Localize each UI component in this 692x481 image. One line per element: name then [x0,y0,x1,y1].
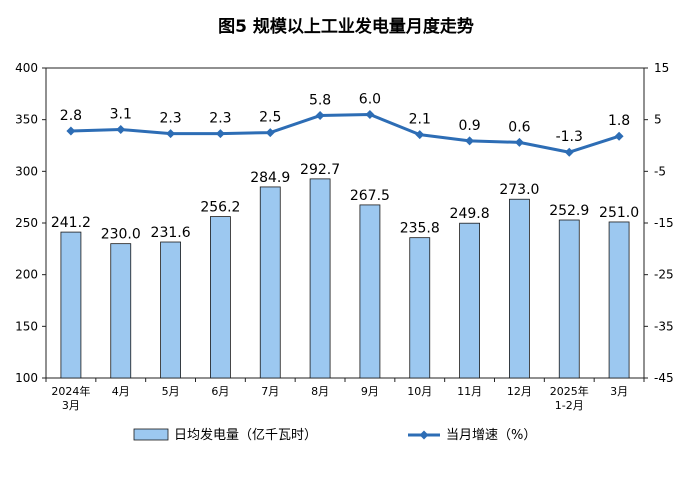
line-value-label: 2.3 [209,111,231,127]
y-right-tick-label: -45 [654,371,674,385]
line-point [564,147,574,157]
bar-value-label: 235.8 [400,221,440,237]
line-value-label: 0.9 [458,118,480,134]
bar [160,241,181,379]
legend: 日均发电量（亿千瓦时） 当月增速（%） [133,427,536,443]
line-point [315,111,325,121]
line-value-label: 2.8 [60,108,82,124]
bar-value-label: 230.0 [101,227,141,243]
line-point [365,110,375,119]
legend-line-label: 当月增速（%） [446,428,536,443]
y-left-tick-label: 400 [15,61,38,75]
x-tick-label: 7月 [261,385,279,398]
chart-title: 图5 规模以上工业发电量月度走势 [218,16,474,37]
bar-value-label: 241.2 [51,215,91,231]
bar-value-label: 256.2 [200,200,240,216]
y-left-tick-label: 300 [15,164,38,178]
y-left-tick-label: 250 [15,216,38,230]
bar-value-label: 284.9 [250,170,290,186]
line-point [415,130,425,140]
y-left-tick-label: 150 [15,319,38,333]
line-series [66,110,624,157]
x-tick-label: 12月 [507,385,532,398]
x-tick-label: 10月 [407,385,432,398]
bar [259,186,281,379]
bar-value-label: 251.0 [599,205,639,221]
legend-bar-swatch [133,428,169,441]
line-point [465,136,475,146]
y-left-tick-label: 200 [15,268,38,282]
y-left-tick-label: 100 [15,371,38,385]
y-right-tick-label: -15 [654,216,674,230]
bar-value-label: 273.0 [499,182,539,198]
legend-line-marker [419,430,429,440]
bar-value-label: 249.8 [450,206,490,222]
bar-value-label: 292.7 [300,162,340,178]
axes: 100 150 200 250 300 350 400 -45 -35 -25 -15 -5 5 15 20… [15,61,674,412]
bar [409,237,431,379]
bar [60,231,82,379]
y-right-tick-label: -35 [654,319,674,333]
x-tick-label: 3月 [62,399,80,412]
x-tick-label: 5月 [162,385,180,398]
legend-bar-label: 日均发电量（亿千瓦时） [174,427,317,443]
x-tick-label: 6月 [211,385,229,398]
line-value-label: 0.6 [508,119,530,135]
line-value-label: 3.1 [110,106,132,122]
x-tick-label: 1-2月 [555,399,584,412]
y-right-tick-label: 5 [654,113,662,127]
y-right-tick-label: 15 [654,61,669,75]
y-left-tick-label: 350 [15,113,38,127]
line-value-label: 6.0 [359,92,381,108]
growth-line [70,113,620,154]
bar [509,198,530,379]
y-right-tick-label: -25 [654,268,674,282]
line-point [614,131,624,141]
line-value-label: -1.3 [556,129,583,145]
y-right-tick-label: -5 [654,164,666,178]
x-tick-label: 2024年 [51,384,90,398]
line-value-label: 2.1 [409,112,431,128]
bar [110,243,132,379]
bar-value-label: 231.6 [151,225,191,241]
bar [558,219,580,379]
bar-series [60,178,630,379]
line-value-label: 1.8 [608,113,630,129]
line-point [116,124,126,134]
x-tick-label: 9月 [361,385,379,398]
line-value-label: 2.3 [159,111,181,127]
line-point [215,129,225,139]
x-tick-label: 11月 [457,385,482,398]
line-value-label: 5.8 [309,93,331,109]
bar-value-label: 252.9 [549,203,589,219]
bar-value-label: 267.5 [350,188,390,204]
x-tick-label: 2025年 [550,384,589,398]
line-point [265,128,275,138]
x-tick-label: 4月 [112,385,130,398]
bar [608,221,630,379]
x-tick-label: 8月 [311,385,329,398]
bar [459,222,480,379]
line-value-label: 2.5 [259,110,281,126]
line-point [166,129,176,139]
line-point [514,137,524,147]
bar [309,178,331,379]
bar [210,216,231,379]
line-point [66,126,76,136]
x-tick-label: 3月 [610,385,628,398]
data-labels: 241.2 230.0 231.6 256.2 284.9 292.7 267.5 235.8… [51,92,639,243]
bar [359,204,381,379]
